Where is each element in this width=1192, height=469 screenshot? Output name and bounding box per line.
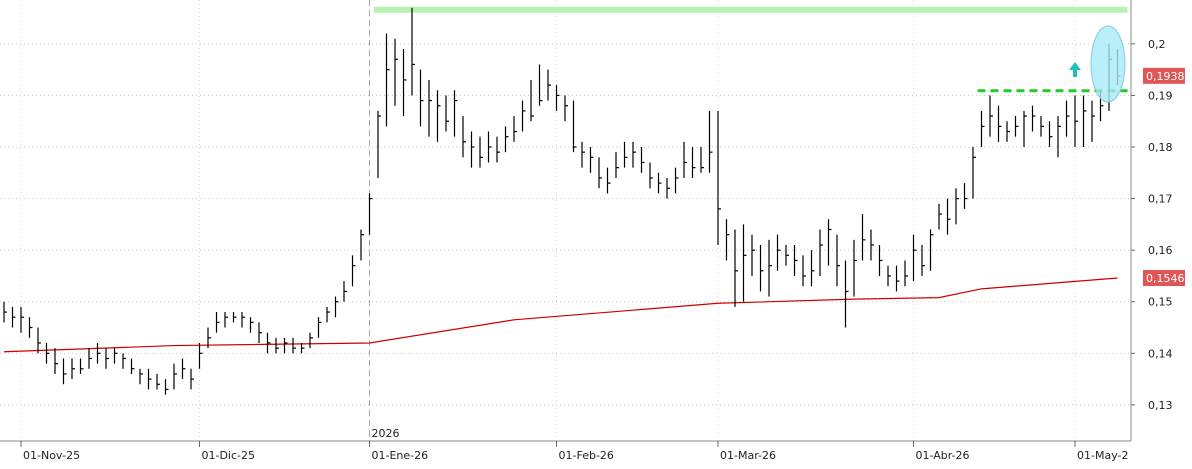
- up-arrow: [1069, 62, 1081, 77]
- bars: [3, 7, 1121, 395]
- annotations: [1069, 25, 1126, 103]
- y-tick-label: 0,2: [1148, 38, 1166, 51]
- axes: 0,13 0,14 0,15 0,16 0,17 0,18 0,19 0,2 01-Nov-25…: [20, 38, 1185, 462]
- price-tag-label: 0,1546: [1146, 272, 1185, 285]
- y-tick-label: 0,15: [1148, 296, 1173, 309]
- x-tick-label: 01-Abr-26: [916, 449, 970, 462]
- ma-line: [3, 277, 1118, 353]
- x-tick-label: 01-Feb-26: [559, 449, 614, 462]
- y-tick-label: 0,17: [1148, 193, 1173, 206]
- y-tick-label: 0,13: [1148, 399, 1173, 412]
- x-tick-label: 01-Ene-26: [372, 449, 429, 462]
- y-tick-label: 0,19: [1148, 89, 1173, 102]
- moving-average: [3, 277, 1118, 353]
- x-tick-label: 01-May-2: [1077, 449, 1128, 462]
- price-tag: [1143, 67, 1185, 84]
- highlight-ellipse: [1090, 25, 1126, 103]
- price-tag: [1143, 270, 1185, 287]
- x-tick-label: 01-Nov-25: [23, 449, 80, 462]
- x-tick-label: 01-Mar-26: [720, 449, 776, 462]
- x-tick-label: 01-Dic-25: [202, 449, 256, 462]
- price-tag-label: 0,1938: [1146, 70, 1185, 83]
- y-tick-label: 0,16: [1148, 244, 1173, 257]
- y-tick-label: 0,18: [1148, 141, 1173, 154]
- y-tick-label: 0,14: [1148, 347, 1173, 360]
- year-label: 2026: [372, 427, 400, 440]
